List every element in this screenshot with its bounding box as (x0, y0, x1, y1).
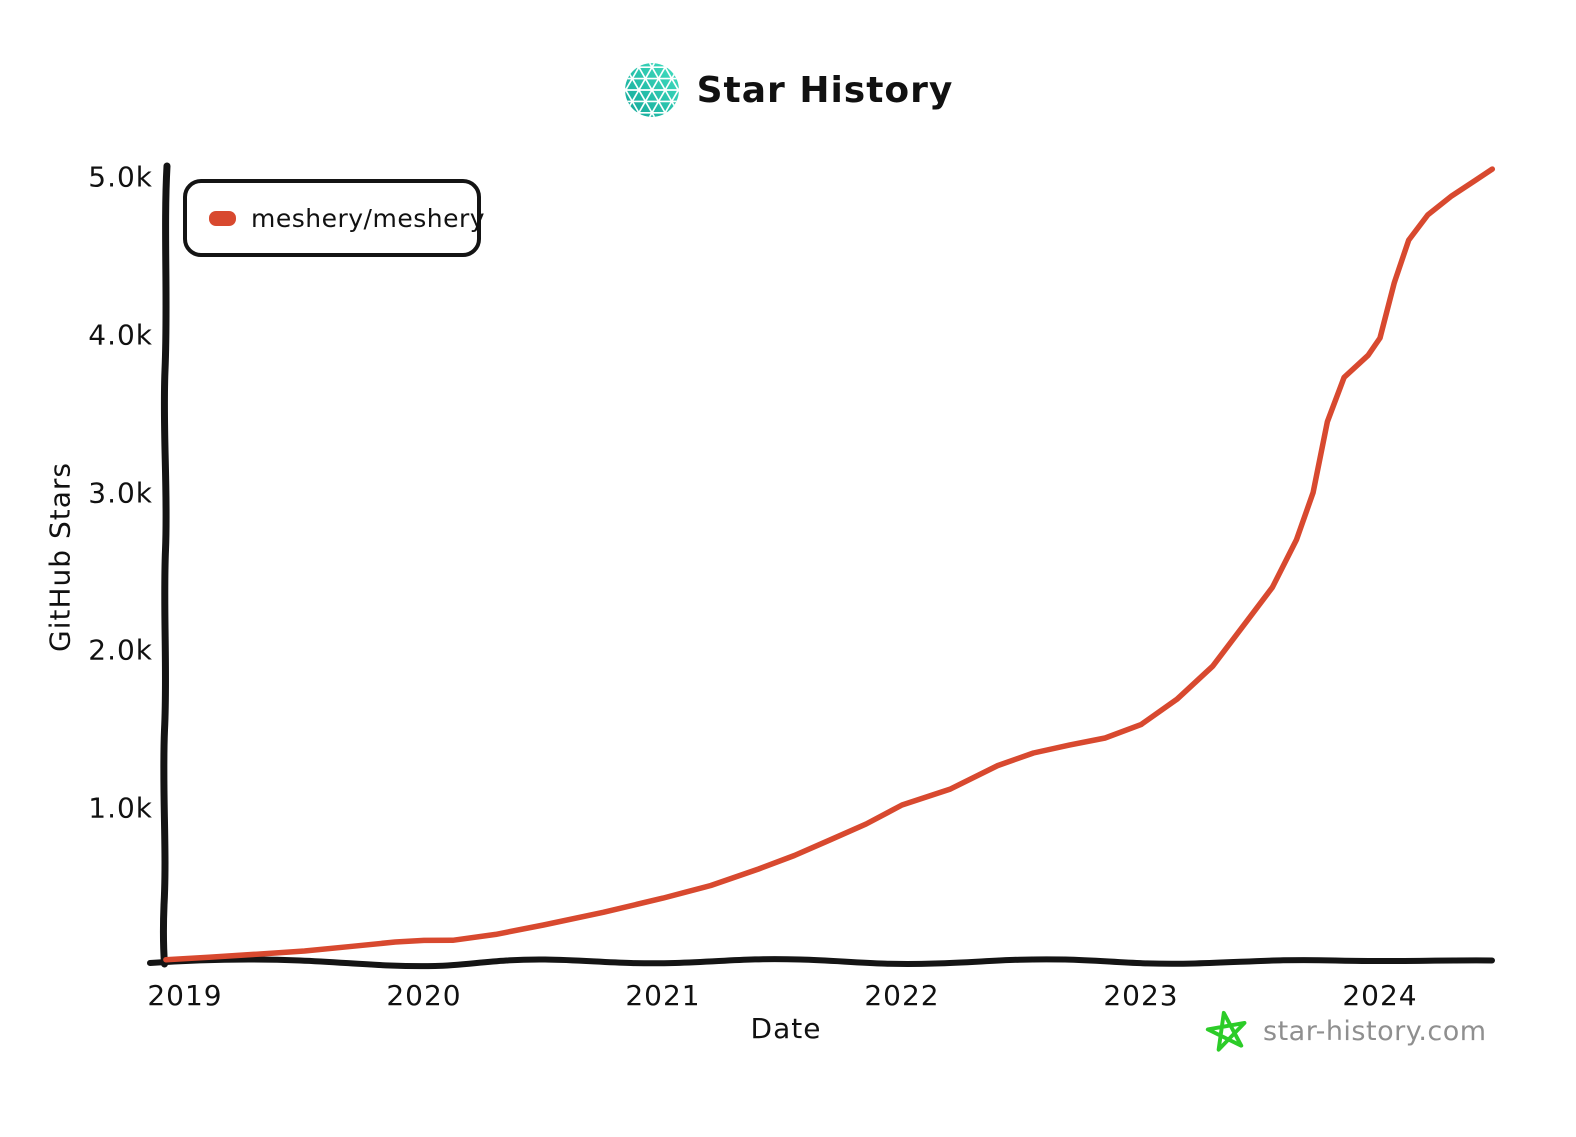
watermark-link[interactable]: star-history.com (1204, 1008, 1487, 1054)
x-tick-label-2020: 2020 (386, 979, 462, 1012)
chart-title: Star History (696, 69, 954, 111)
y-tick-label-4.0k: 4.0k (88, 318, 153, 352)
y-tick-label-3.0k: 3.0k (88, 476, 153, 510)
x-tick-label-2024: 2024 (1342, 979, 1418, 1012)
x-axis-title: Date (750, 1012, 822, 1045)
x-tick-label-2021: 2021 (625, 979, 701, 1012)
watermark-text: star-history.com (1263, 1015, 1487, 1047)
y-tick-label-5.0k: 5.0k (88, 160, 153, 194)
chart-header: Star History (0, 58, 1576, 122)
legend-series-label: meshery/meshery (251, 203, 486, 233)
legend-series-marker (209, 210, 236, 226)
legend-box: meshery/meshery (183, 179, 485, 257)
series-line (163, 166, 1496, 963)
y-tick-label-1.0k: 1.0k (88, 791, 153, 825)
y-axis-line (159, 162, 171, 968)
x-tick-label-2023: 2023 (1103, 979, 1179, 1012)
star-history-logo-icon (623, 61, 681, 119)
x-tick-label-2019: 2019 (147, 979, 223, 1012)
star-doodle-icon (1204, 1008, 1250, 1054)
x-tick-label-2022: 2022 (864, 979, 940, 1012)
y-tick-label-2.0k: 2.0k (88, 633, 153, 667)
x-axis-line (147, 956, 1495, 970)
